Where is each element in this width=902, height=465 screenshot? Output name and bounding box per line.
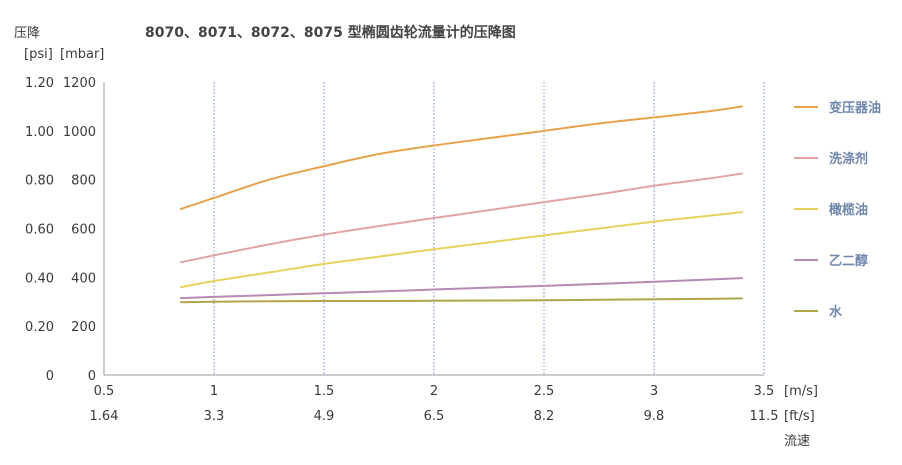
y-unit-mbar: [mbar]: [60, 47, 104, 62]
x-tick-label-fts: 6.5: [424, 409, 445, 424]
x-tick-label-fts: 9.8: [644, 409, 665, 424]
series-line-0: [180, 105, 743, 210]
y-unit-psi: [psi]: [24, 47, 53, 62]
series-line-2: [180, 211, 743, 289]
chart-title: 8070、8071、8072、8075 型椭圆齿轮流量计的压降图: [145, 24, 516, 41]
x-tick-label-ms: 1: [210, 384, 218, 399]
y-tick-label-psi: 0: [46, 369, 54, 384]
legend-label-2: 橄榄油: [829, 202, 868, 218]
y-tick-label-psi: 0.20: [25, 320, 54, 335]
x-tick-label-fts: 3.3: [204, 409, 225, 424]
series-line-3: [180, 277, 743, 300]
y-tick-label-psi: 0.40: [25, 271, 54, 286]
series-line-1: [180, 172, 743, 264]
y-tick-label-psi: 1.00: [25, 125, 54, 140]
x-unit-fts: [ft/s]: [784, 409, 815, 424]
x-tick-label-ms: 3: [650, 384, 658, 399]
y-axis-title: 压降: [14, 26, 40, 41]
grid: [213, 82, 765, 375]
legend-label-1: 洗涤剂: [829, 151, 868, 167]
x-tick-label-fts: 11.5: [750, 409, 779, 424]
series-lines: [180, 105, 743, 304]
series-line-4: [180, 297, 743, 304]
legend-label-0: 变压器油: [829, 100, 881, 116]
y-tick-label-mbar: 400: [71, 271, 96, 286]
y-tick-label-mbar: 800: [71, 174, 96, 189]
x-unit-ms: [m/s]: [784, 384, 818, 399]
x-tick-label-ms: 2.5: [534, 384, 555, 399]
y-tick-label-psi: 1.20: [25, 76, 54, 91]
y-tick-label-psi: 0.60: [25, 223, 54, 238]
y-tick-label-mbar: 600: [71, 223, 96, 238]
x-tick-label-ms: 2: [430, 384, 438, 399]
y-tick-label-mbar: 0: [88, 369, 96, 384]
tick-labels: 0 0 0.20 200 0.40 400 0.60 600 0.80 800 1.00 1000 1.…: [25, 76, 778, 424]
y-tick-label-mbar: 1200: [63, 76, 96, 91]
y-tick-label-psi: 0.80: [25, 174, 54, 189]
x-tick-label-ms: 3.5: [754, 384, 775, 399]
x-tick-label-fts: 1.64: [90, 409, 119, 424]
x-tick-label-ms: 1.5: [314, 384, 335, 399]
x-axis-title: 流速: [784, 434, 810, 449]
legend-label-4: 水: [829, 304, 843, 320]
x-tick-label-ms: 0.5: [94, 384, 115, 399]
axes: [103, 82, 764, 376]
y-tick-label-mbar: 1000: [63, 125, 96, 140]
x-tick-label-fts: 8.2: [534, 409, 555, 424]
x-tick-label-fts: 4.9: [314, 409, 335, 424]
y-tick-label-mbar: 200: [71, 320, 96, 335]
legend-label-3: 乙二醇: [829, 253, 868, 269]
